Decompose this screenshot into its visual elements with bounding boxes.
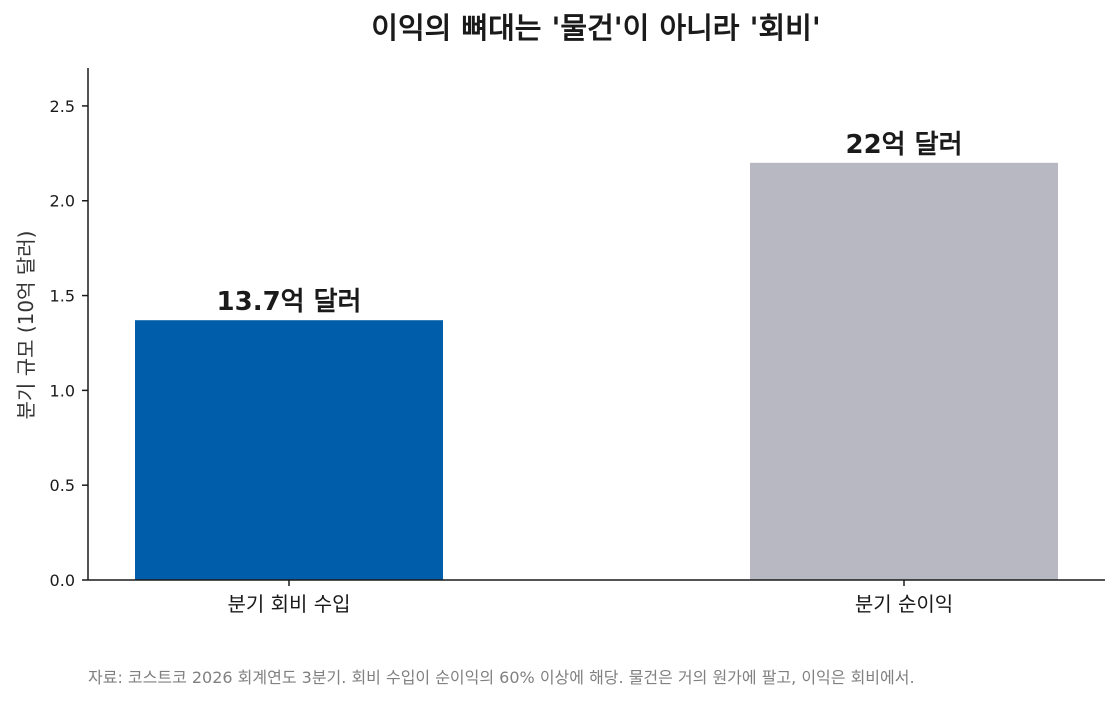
y-tick-label: 1.5 (50, 287, 75, 306)
x-ticks-group: 분기 회비 수입 분기 순이익 (227, 580, 953, 616)
bar-value-label: 22억 달러 (846, 130, 963, 160)
y-tick-label: 0.0 (50, 571, 75, 590)
y-ticks-group: 0.0 0.5 1.0 1.5 2.0 2.5 (50, 97, 88, 590)
chart-title: 이익의 뼈대는 '물건'이 아니라 '회비' (371, 11, 820, 45)
y-tick-label: 2.0 (50, 192, 75, 211)
x-tick-label: 분기 순이익 (855, 592, 953, 616)
bar-chart: 이익의 뼈대는 '물건'이 아니라 '회비' 분기 규모 (10억 달러) 13… (14, 11, 1105, 616)
bar-1 (135, 320, 443, 580)
y-axis-label: 분기 규모 (10억 달러) (14, 231, 38, 420)
x-tick-label: 분기 회비 수입 (227, 592, 350, 616)
y-tick-label: 1.0 (50, 381, 75, 400)
bars-group: 13.7억 달러 22억 달러 (135, 130, 1058, 580)
y-tick-label: 2.5 (50, 97, 75, 116)
source-note: 자료: 코스트코 2026 회계연도 3분기. 회비 수입이 순이익의 60% … (88, 668, 915, 687)
bar-2 (750, 162, 1058, 580)
y-tick-label: 0.5 (50, 476, 75, 495)
bar-value-label: 13.7억 달러 (217, 287, 362, 317)
